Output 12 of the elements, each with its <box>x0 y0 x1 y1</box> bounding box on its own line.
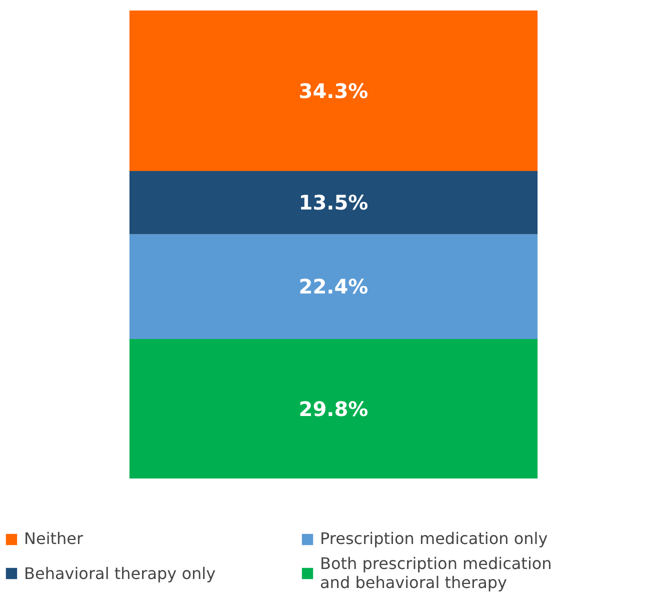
legend-label: Neither <box>24 529 84 548</box>
legend-label: Both prescription medication and behavioral therapy <box>320 554 553 592</box>
data-label: 13.5% <box>298 190 368 215</box>
bar <box>129 171 538 234</box>
data-label: 34.3% <box>298 78 368 103</box>
bar <box>129 234 538 340</box>
legend-label: Behavioral therapy only <box>24 564 217 582</box>
data-label: 22.4% <box>298 274 368 299</box>
bar <box>129 339 538 478</box>
bar <box>129 10 538 172</box>
data-label: 29.8% <box>298 396 368 421</box>
legend-label: Prescription medication only <box>320 529 549 548</box>
